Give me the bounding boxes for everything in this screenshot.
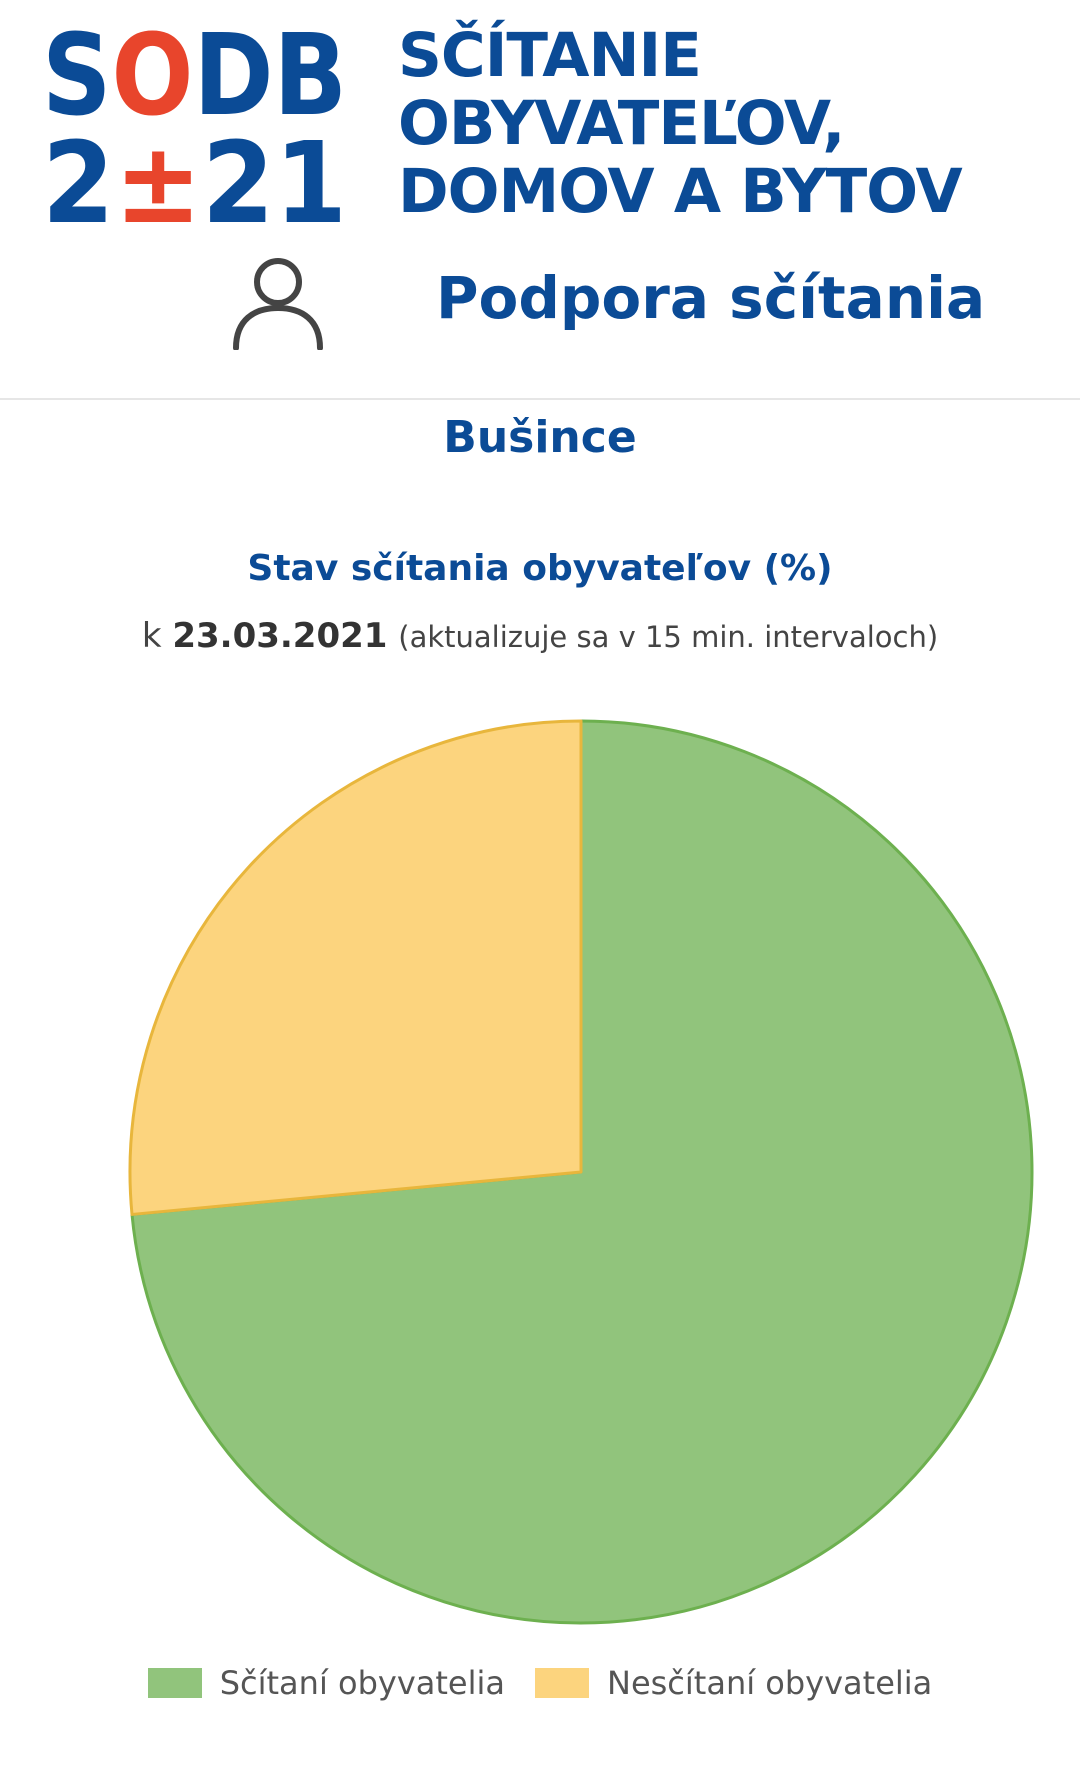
chart-subtitle: k 23.03.2021 (aktualizuje sa v 15 min. i… [0,616,1080,656]
logo-sodb-row: SODB [42,26,347,126]
header-divider [0,398,1080,400]
sodb-logo: SODB 2±21 [42,26,347,234]
municipality-name: Bušince [443,412,637,463]
legend-swatch-uncounted [535,1668,589,1698]
logo-wordmark: SČÍTANIE OBYVATEĽOV, DOMOV A BYTOV [398,22,998,226]
svg-text:2±21: 2±21 [42,130,347,230]
logo-year-graphic: 2±21 [42,130,347,230]
logo-digits-21: 21 [202,130,347,230]
subtitle-date: 23.03.2021 [172,616,388,656]
chart-title: Stav sčítania obyvateľov (%) [247,548,833,589]
user-icon[interactable] [230,254,326,351]
logo-year-row: 2±21 [42,130,347,230]
logo-text-line-3: DOMOV A BYTOV [398,156,963,227]
logo-letter-s: S [42,26,111,126]
logo-text-line-2: OBYVATEĽOV, [398,88,845,159]
logo-sodb-graphic: SODB [42,26,347,126]
logo-text-line-1: SČÍTANIE [398,20,702,91]
page-title: Podpora sčítania [436,264,986,332]
logo-letter-o: O [111,26,193,126]
svg-text:SODB: SODB [42,26,347,126]
chart-legend: Sčítaní obyvatelia Nesčítaní obyvatelia [0,1664,1080,1702]
logo-digit-2: 2 [42,130,115,230]
legend-item-counted[interactable]: Sčítaní obyvatelia [147,1664,505,1702]
legend-swatch-counted [147,1668,202,1698]
legend-label-counted: Sčítaní obyvatelia [219,1664,505,1702]
logo-plusminus: ± [115,130,202,230]
legend-label-uncounted: Nesčítaní obyvatelia [607,1664,933,1702]
logo-letters-db: DB [193,26,347,126]
pie-slice-uncounted[interactable] [128,719,583,1216]
user-icon-graphic [233,258,323,351]
pie-chart [128,719,1034,1625]
subtitle-note: (aktualizuje sa v 15 min. intervaloch) [398,620,939,654]
legend-item-uncounted[interactable]: Nesčítaní obyvatelia [535,1664,932,1702]
subtitle-prefix: k [141,616,162,656]
